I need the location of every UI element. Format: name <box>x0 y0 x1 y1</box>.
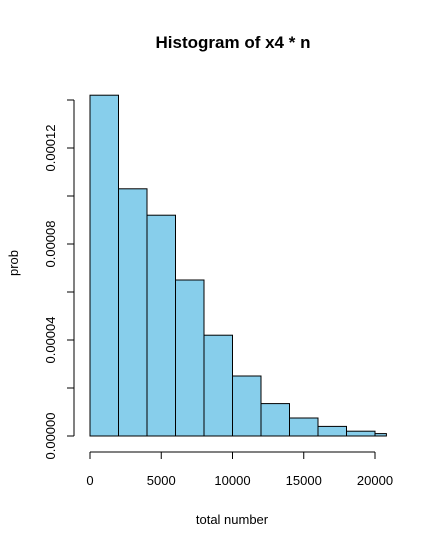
x-tick-label: 10000 <box>214 473 250 488</box>
x-tick-label: 20000 <box>357 473 393 488</box>
histogram-bar <box>118 188 148 437</box>
y-tick-label: 0.00000 <box>43 413 58 460</box>
histogram-bar <box>260 403 290 437</box>
y-axis: 0.00000 0.00004 0.00008 0.00012 <box>43 99 75 460</box>
x-axis: 0 5000 10000 15000 20000 <box>86 451 393 488</box>
histogram-bars <box>89 94 387 437</box>
y-axis-label: prob <box>6 250 21 276</box>
histogram-bar <box>232 375 262 437</box>
y-tick-label: 0.00004 <box>43 317 58 364</box>
x-tick-label: 0 <box>86 473 93 488</box>
x-tick-label: 15000 <box>286 473 322 488</box>
x-tick-label: 5000 <box>147 473 176 488</box>
y-tick-label: 0.00012 <box>43 125 58 172</box>
y-tick-label: 0.00008 <box>43 221 58 268</box>
x-axis-label: total number <box>196 512 269 527</box>
histogram-bar <box>346 430 376 437</box>
histogram-bar <box>175 279 205 437</box>
histogram-bar <box>317 425 347 437</box>
histogram-bar <box>89 94 119 437</box>
histogram-bar <box>146 214 176 437</box>
histogram-bar <box>374 433 387 437</box>
histogram-bar <box>203 334 233 437</box>
chart-title: Histogram of x4 * n <box>156 33 311 52</box>
histogram-bar <box>289 417 319 437</box>
